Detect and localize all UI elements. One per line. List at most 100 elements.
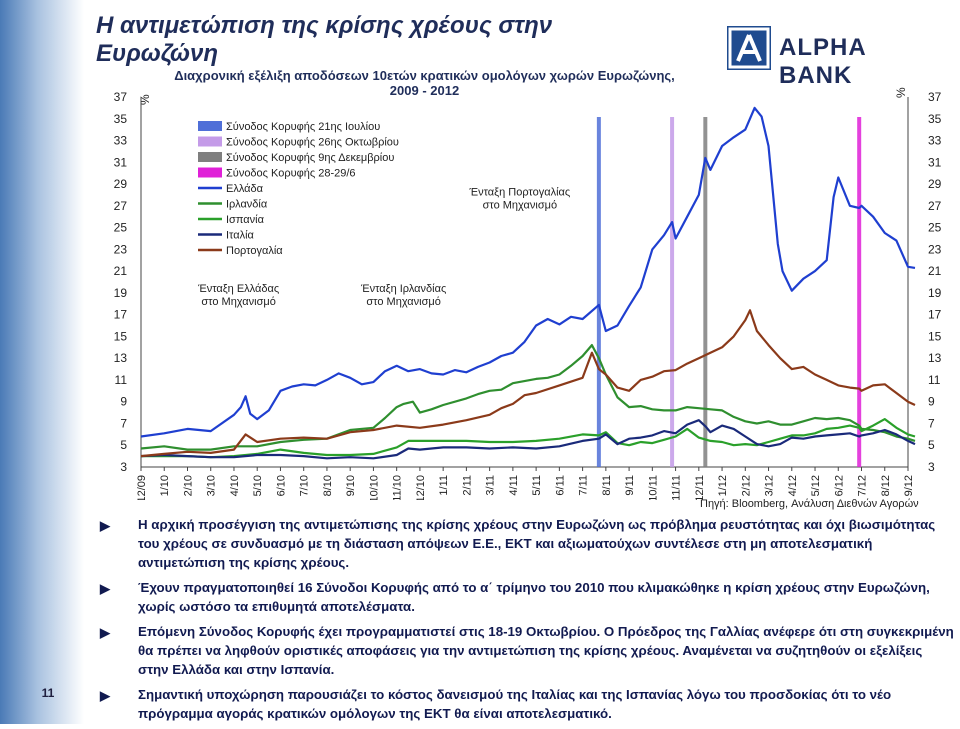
arrow-bullet-icon: ▶ [100,688,110,703]
x-tick-label: 3/11 [485,475,497,496]
legend-swatch [198,136,222,147]
x-tick-label: 2/11 [461,475,473,496]
x-tick-label: 11/11 [671,475,683,500]
legend-swatch [198,167,222,178]
page-title: Η αντιμετώπιση της κρίσης χρέους στην Ευ… [96,12,553,67]
bullet-item: ▶ Η αρχική προσέγγιση της αντιμετώπισης τ… [100,517,936,570]
y-tick-label-left: 11 [115,373,128,387]
series-line [140,419,916,460]
alpha-bank-logo: ALPHA BANK [727,26,937,89]
y-axis-label-left: % [138,94,152,105]
x-tick-label: 8/10 [322,475,334,496]
y-tick-label-right: 9 [928,395,935,409]
y-tick-label-left: 31 [114,155,128,169]
x-tick-label: 3/10 [206,475,218,496]
x-tick-label: 3/12 [764,475,776,496]
x-tick-label: 7/12 [857,475,869,496]
y-tick-label-left: 29 [114,177,128,191]
series-line [140,309,916,458]
y-tick-label-right: 15 [928,329,942,343]
legend-label: Σύνοδος Κορυφής 28-29/6 [226,168,356,180]
x-tick-label: 2/12 [740,475,752,496]
y-tick-label-left: 35 [114,112,128,126]
x-tick-label: 1/11 [438,475,450,496]
chart-source: Πηγή: Bloomberg, Ανάλυση Διεθνών Αγορών [700,498,919,510]
y-tick-label-right: 35 [928,112,942,126]
page-number: 11 [41,686,55,700]
x-tick-label: 1/12 [717,475,729,496]
y-tick-label-left: 7 [120,416,127,430]
annotation-label: στο Μηχανισμό [201,296,275,308]
x-tick-label: 10/11 [647,475,659,500]
x-tick-label: 7/10 [299,475,311,496]
arrow-bullet-icon: ▶ [100,625,110,640]
y-tick-label-left: 5 [120,438,127,452]
legend-label: Ιταλία [226,230,255,242]
x-tick-label: 8/11 [601,475,613,496]
chart-title: Διαχρονική εξέλιξη αποδόσεων 10ετών κρατ… [174,70,675,83]
legend-label: Ιρλανδία [226,199,268,211]
y-tick-label-right: 19 [928,286,942,300]
annotation-label: Ένταξη Ιρλανδίας [360,283,446,295]
series-line [140,106,916,438]
logo-text: ALPHA BANK [779,34,866,89]
legend-label: Ισπανία [226,214,265,226]
x-tick-label: 12/09 [136,475,148,500]
x-tick-label: 9/12 [903,475,915,496]
bullet-item: ▶ Επόμενη Σύνοδος Κορυφής έχει προγραμματ… [100,624,954,677]
x-tick-label: 6/11 [554,475,566,496]
x-tick-label: 9/11 [624,475,636,496]
y-tick-label-left: 19 [114,286,128,300]
x-tick-label: 12/10 [415,475,427,500]
y-tick-label-right: 7 [928,416,935,430]
x-tick-label: 1/10 [159,475,171,496]
y-tick-label-right: 17 [928,308,942,322]
chart-title: 2009 - 2012 [390,83,459,98]
x-tick-label: 5/11 [531,475,543,496]
x-tick-label: 6/12 [833,475,845,496]
y-tick-label-right: 23 [928,242,942,256]
legend-swatch [198,152,222,162]
annotation-label: στο Μηχανισμό [483,199,557,211]
annotation-label: Ένταξη Πορτογαλίας [468,186,570,198]
y-tick-label-left: 3 [120,460,127,474]
y-tick-label-left: 17 [114,308,128,322]
x-tick-label: 4/12 [787,475,799,496]
legend-label: Σύνοδος Κορυφής 9ης Δεκεμβρίου [226,152,394,164]
y-tick-label-left: 23 [114,242,128,256]
y-tick-label-left: 37 [114,90,128,104]
x-tick-label: 10/10 [368,475,380,500]
x-tick-label: 12/11 [694,475,706,500]
y-tick-label-left: 9 [120,395,127,409]
y-axis-label-right: % [894,87,908,98]
y-tick-label-right: 3 [928,460,935,474]
arrow-bullet-icon: ▶ [100,518,110,533]
x-tick-label: 9/10 [345,475,357,496]
y-tick-label-right: 37 [928,90,942,104]
y-tick-label-right: 11 [928,373,941,387]
x-tick-label: 8/12 [880,475,892,496]
x-tick-label: 6/10 [275,475,287,496]
series-line [140,344,916,451]
series-line [141,418,916,459]
y-tick-label-right: 5 [928,438,935,452]
legend-label: Ελλάδα [226,183,264,195]
y-tick-label-left: 15 [114,329,128,343]
x-tick-label: 11/10 [392,475,404,500]
legend-label: Πορτογαλία [226,245,283,257]
x-tick-label: 2/10 [182,475,194,496]
x-tick-label: 5/10 [252,475,264,496]
annotation-label: στο Μηχανισμό [366,296,440,308]
x-tick-label: 7/11 [578,475,590,496]
y-tick-label-right: 13 [928,351,942,365]
y-tick-label-left: 27 [114,199,128,213]
x-tick-label: 5/12 [810,475,822,496]
x-tick-label: 4/11 [508,475,520,496]
y-tick-label-right: 29 [928,177,942,191]
y-tick-label-right: 21 [928,264,942,278]
y-tick-label-left: 25 [114,221,128,235]
bullet-item: ▶ Έχουν πραγματοποιηθεί 16 Σύνοδοι Κορυφή… [100,580,930,614]
annotation-label: Ένταξη Ελλάδας [197,283,279,295]
y-tick-label-right: 33 [928,134,942,148]
bullet-list: ▶ Η αρχική προσέγγιση της αντιμετώπισης τ… [100,515,956,729]
